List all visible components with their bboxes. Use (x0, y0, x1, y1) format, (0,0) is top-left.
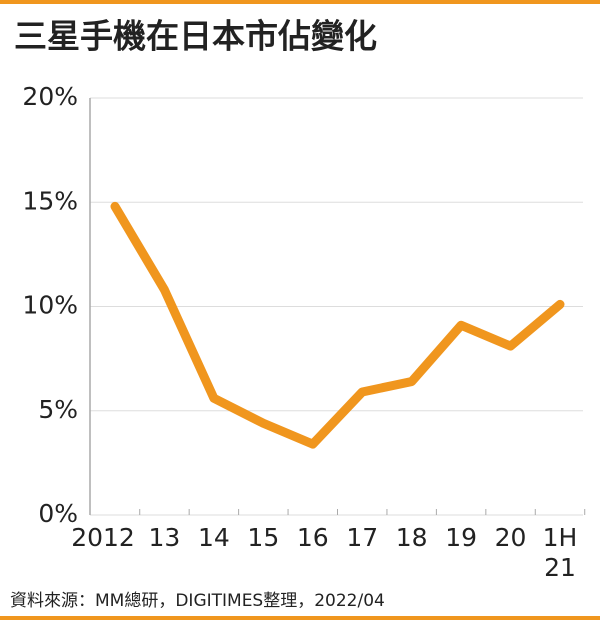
x-tick-label: 2012 (71, 523, 135, 552)
x-tick-label: 13 (149, 523, 181, 552)
x-tick-label: 14 (198, 523, 230, 552)
y-tick-label: 20% (22, 82, 78, 111)
y-tick-label: 10% (22, 291, 78, 320)
x-tick-label: 20 (495, 523, 527, 552)
x-tick-label: 1H 21 (543, 523, 578, 582)
y-tick-label: 0% (38, 499, 78, 528)
x-tick-label: 15 (247, 523, 279, 552)
chart-title: 三星手機在日本市佔變化 (14, 17, 377, 56)
top-border (0, 0, 600, 4)
data-line (110, 201, 565, 449)
x-tick-label: 16 (297, 523, 329, 552)
x-tick-label: 17 (346, 523, 378, 552)
bottom-border (0, 616, 600, 620)
x-tick-label: 19 (445, 523, 477, 552)
x-tick-label: 18 (396, 523, 428, 552)
y-tick-label: 15% (22, 186, 78, 215)
source-note: 資料來源：MM總研，DIGITIMES整理，2022/04 (10, 591, 385, 611)
y-tick-label: 5% (38, 395, 78, 424)
